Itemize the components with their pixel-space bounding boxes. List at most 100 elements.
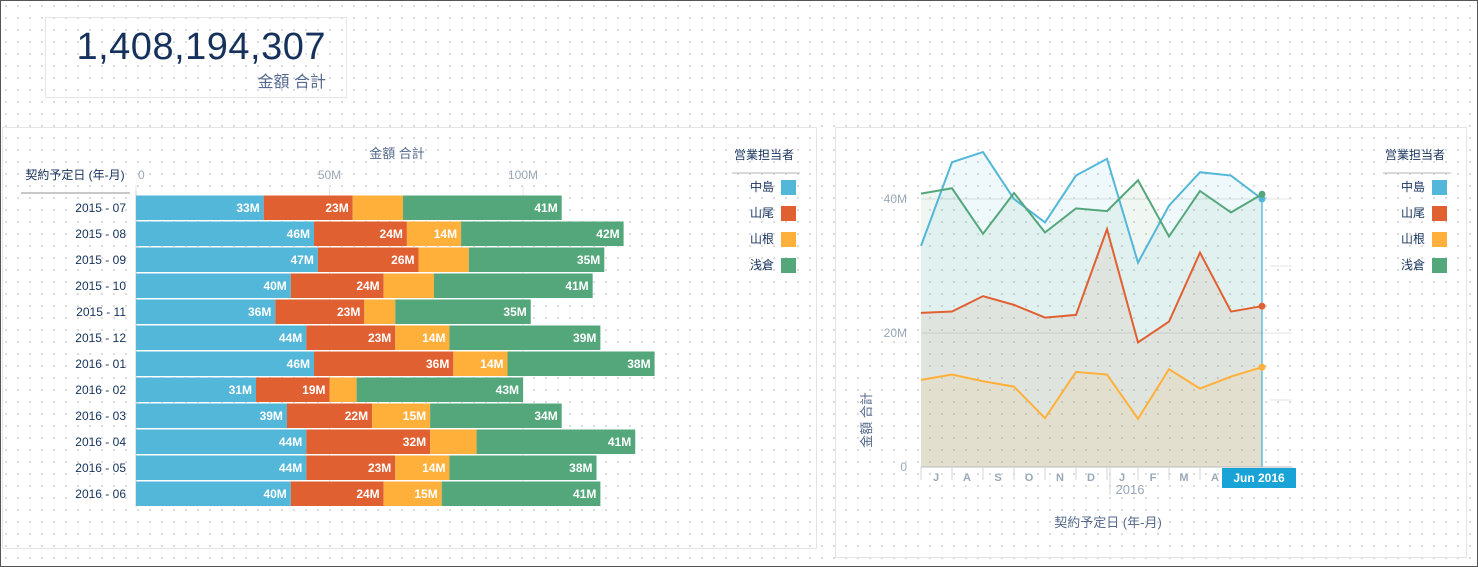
- series-line[interactable]: [920, 178, 1263, 239]
- bar-segment[interactable]: [136, 351, 315, 377]
- category-label: 2015 - 07: [75, 201, 126, 215]
- bar-segment[interactable]: [306, 325, 396, 351]
- bar-segment[interactable]: [317, 247, 419, 273]
- bar-data-label: 23M: [337, 305, 360, 319]
- x-tick-label: D: [1087, 472, 1095, 484]
- kpi-label: 金額 合計: [257, 74, 326, 91]
- bar-data-label: 44M: [279, 331, 302, 345]
- bar-data-label: 24M: [380, 227, 403, 241]
- kpi-card[interactable]: 1,408,194,307 金額 合計: [45, 17, 347, 98]
- x-tick-label: F: [1150, 472, 1157, 484]
- category-label: 2016 - 01: [75, 357, 126, 371]
- bar-segment[interactable]: [449, 325, 601, 351]
- category-label: 2015 - 11: [76, 305, 126, 319]
- bar-segment[interactable]: [441, 481, 601, 507]
- x-tick-label: 100M: [508, 168, 538, 182]
- bar-segment[interactable]: [395, 299, 531, 325]
- line-chart-card[interactable]: [835, 127, 1467, 558]
- bar-segment[interactable]: [395, 455, 450, 481]
- bar-data-label: 46M: [287, 357, 310, 371]
- bar-segment[interactable]: [430, 403, 562, 429]
- bar-segment[interactable]: [314, 351, 454, 377]
- series-line[interactable]: [920, 225, 1263, 344]
- bar-segment[interactable]: [136, 377, 256, 403]
- legend-swatch: [1432, 232, 1447, 247]
- category-label: 2016 - 06: [75, 487, 126, 501]
- bar-data-label: 38M: [627, 357, 650, 371]
- bar-segment[interactable]: [286, 403, 373, 429]
- bar-segment[interactable]: [306, 455, 396, 481]
- bar-segment[interactable]: [453, 351, 508, 377]
- legend-swatch: [781, 206, 796, 221]
- legend-swatch: [781, 258, 796, 273]
- bar-segment[interactable]: [290, 481, 384, 507]
- bar-segment[interactable]: [290, 273, 384, 299]
- x-tick-label: S: [994, 472, 1001, 484]
- bar-segment[interactable]: [406, 221, 462, 247]
- bar-segment[interactable]: [275, 299, 365, 325]
- bar-segment[interactable]: [136, 481, 291, 507]
- series-line[interactable]: [920, 366, 1263, 421]
- bar-segment[interactable]: [329, 377, 357, 403]
- bar-segment[interactable]: [136, 221, 315, 247]
- series-line[interactable]: [920, 150, 1263, 266]
- legend-item-label: 山根: [1401, 232, 1425, 246]
- bar-segment[interactable]: [314, 221, 407, 247]
- bar-chart-ylabel: 契約予定日 (年-月): [25, 167, 124, 182]
- bar-segment[interactable]: [136, 273, 291, 299]
- series-end-marker[interactable]: [1258, 190, 1266, 198]
- bar-segment[interactable]: [468, 247, 605, 273]
- bar-data-label: 40M: [263, 279, 286, 293]
- line-legend-title: 営業担当者: [1385, 148, 1445, 162]
- y-tick-label: 20M: [884, 326, 907, 340]
- bar-chart-card[interactable]: [2, 127, 817, 549]
- series-end-marker[interactable]: [1258, 302, 1266, 310]
- category-label: 2016 - 02: [75, 383, 126, 397]
- legend-swatch: [1432, 206, 1447, 221]
- bar-segment[interactable]: [395, 325, 450, 351]
- bar-segment[interactable]: [476, 429, 636, 455]
- bar-data-label: 23M: [325, 201, 348, 215]
- year-label: 2016: [1116, 482, 1145, 497]
- bar-data-label: 26M: [391, 253, 414, 267]
- bar-segment[interactable]: [433, 273, 593, 299]
- bar-segment[interactable]: [461, 221, 624, 247]
- bar-segment[interactable]: [136, 299, 276, 325]
- bar-segment[interactable]: [352, 195, 404, 221]
- bar-segment[interactable]: [263, 195, 353, 221]
- bar-segment[interactable]: [364, 299, 396, 325]
- bar-segment[interactable]: [372, 403, 431, 429]
- bar-data-label: 14M: [422, 331, 445, 345]
- bar-segment[interactable]: [383, 273, 434, 299]
- kpi-value: 1,408,194,307: [76, 26, 326, 68]
- bar-segment[interactable]: [136, 325, 307, 351]
- bar-segment[interactable]: [255, 377, 330, 403]
- bar-data-label: 31M: [229, 383, 252, 397]
- bar-segment[interactable]: [306, 429, 431, 455]
- category-label: 2015 - 10: [75, 279, 126, 293]
- bar-segment[interactable]: [136, 195, 264, 221]
- highlight-badge[interactable]: [1222, 468, 1296, 488]
- bar-segment[interactable]: [507, 351, 655, 377]
- bar-data-label: 19M: [302, 383, 325, 397]
- bar-segment[interactable]: [136, 455, 307, 481]
- bar-segment[interactable]: [383, 481, 442, 507]
- bar-data-label: 38M: [569, 461, 592, 475]
- bar-segment[interactable]: [136, 403, 287, 429]
- bar-segment[interactable]: [430, 429, 477, 455]
- bar-segment[interactable]: [418, 247, 469, 273]
- bar-segment[interactable]: [403, 195, 562, 221]
- bar-segment[interactable]: [449, 455, 597, 481]
- bar-segment[interactable]: [356, 377, 523, 403]
- x-tick-label: O: [1025, 472, 1034, 484]
- series-end-marker[interactable]: [1258, 363, 1266, 371]
- bar-data-label: 14M: [480, 357, 503, 371]
- y-tick-label: 0: [900, 460, 907, 474]
- bar-segment[interactable]: [136, 247, 318, 273]
- category-label: 2015 - 12: [75, 331, 126, 345]
- bar-segment[interactable]: [136, 429, 307, 455]
